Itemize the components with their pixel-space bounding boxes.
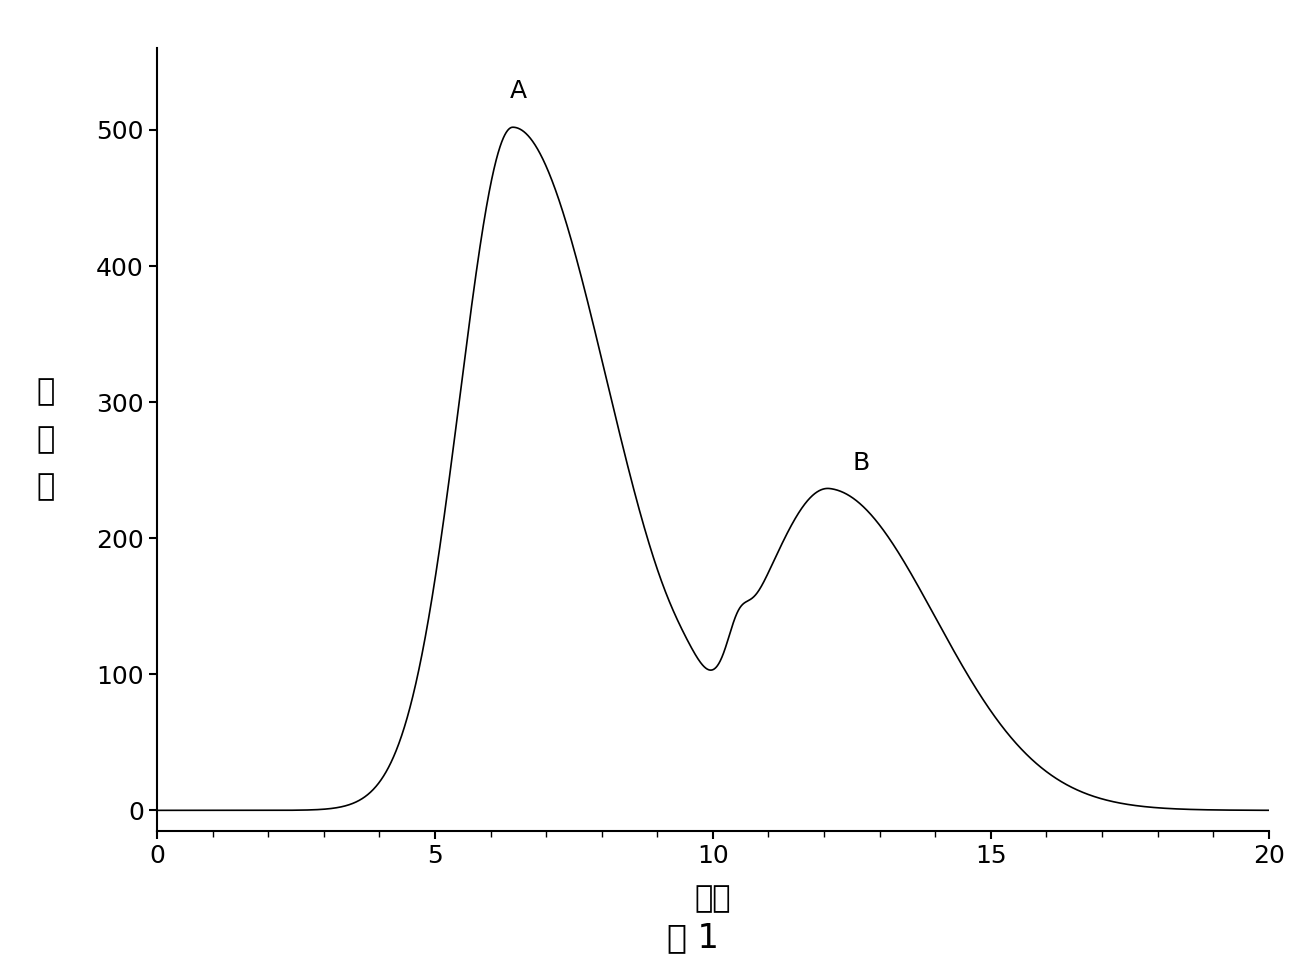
Text: 图 1: 图 1 xyxy=(667,921,719,953)
Text: B: B xyxy=(853,451,870,475)
X-axis label: 管号: 管号 xyxy=(695,885,731,914)
Y-axis label: 吸
光
度: 吸 光 度 xyxy=(37,378,55,501)
Text: A: A xyxy=(510,78,527,102)
